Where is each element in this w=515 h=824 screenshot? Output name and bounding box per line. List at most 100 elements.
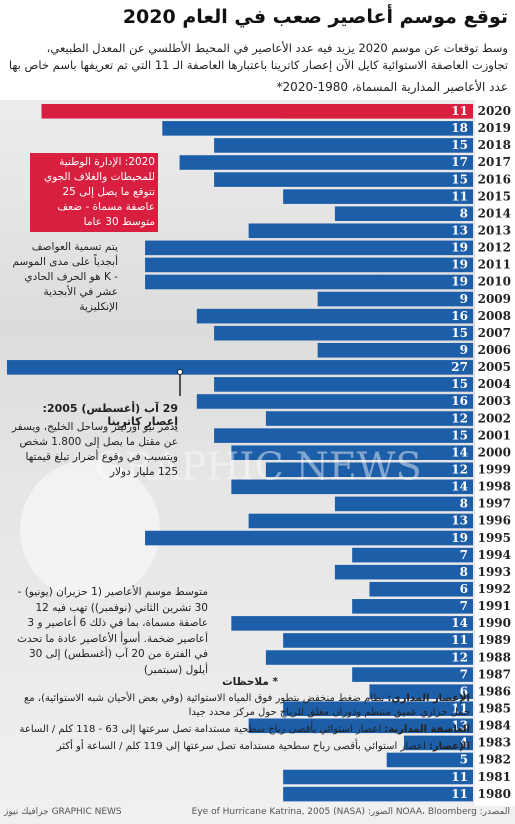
- bar: [196, 308, 473, 324]
- bar: [352, 599, 473, 614]
- bar: [283, 633, 473, 648]
- year-label: 2017: [478, 155, 511, 169]
- bar: [386, 752, 473, 768]
- year-label: 1981: [478, 770, 511, 784]
- value-label: 6: [460, 684, 468, 698]
- title: توقع موسم أعاصير صعب في العام 2020: [122, 6, 508, 28]
- value-label: 9: [460, 292, 468, 306]
- year-label: 1993: [478, 565, 511, 579]
- value-label: 8: [460, 206, 468, 220]
- average-note: متوسط موسم الأعاصير (1 حزيران (يونيو) - …: [17, 586, 208, 676]
- bar: [317, 342, 473, 358]
- bar: [145, 240, 473, 256]
- value-label: 7: [460, 548, 468, 562]
- bar: [334, 496, 473, 512]
- bar: [283, 104, 473, 119]
- bar: [283, 786, 473, 802]
- katrina-text: يدمر نيو أورلينز وساحل الخليج، ويسفر عن …: [11, 421, 178, 478]
- value-label: 27: [451, 360, 468, 374]
- note-text: نظام ضغط منخفض يتطور فوق المياه الاستوائ…: [23, 693, 470, 718]
- value-label: 13: [451, 719, 468, 733]
- bar: [231, 479, 473, 495]
- year-label: 1990: [478, 616, 511, 630]
- value-label: 14: [451, 616, 468, 630]
- bar: [214, 428, 473, 443]
- value-label: 11: [451, 787, 468, 801]
- value-label: 7: [460, 667, 468, 681]
- value-label: 11: [451, 701, 468, 715]
- katrina-title: 29 آب (أغسطس) 2005: إعصار كاترينا: [42, 402, 178, 428]
- bar: [317, 291, 473, 307]
- bar: [283, 189, 473, 204]
- year-label: 1996: [478, 514, 511, 528]
- year-label: 1989: [478, 633, 511, 647]
- note-item: الإعصار المداري: نظام ضغط منخفض يتطور فو…: [8, 692, 470, 720]
- naming-note: يتم تسمية العواصف أبجدياً على مدى الموسم…: [12, 241, 118, 313]
- year-label: 1999: [478, 463, 511, 477]
- year-label: 1987: [478, 667, 511, 681]
- bar: [352, 547, 473, 563]
- bar: [334, 206, 473, 221]
- bar: [179, 155, 473, 170]
- year-label: 2007: [478, 326, 511, 340]
- value-label: 11: [451, 104, 468, 118]
- notes-header: * ملاحظات: [222, 676, 278, 688]
- bar: [162, 121, 473, 136]
- year-label: 2004: [478, 377, 511, 391]
- value-label: 7: [460, 599, 468, 613]
- note-term: الإعصار المداري:: [387, 693, 470, 704]
- bar: [145, 274, 473, 290]
- year-label: 2015: [478, 189, 511, 203]
- katrina-dot: [177, 369, 183, 375]
- year-label: 2013: [478, 224, 511, 238]
- value-label: 19: [451, 531, 468, 545]
- year-label: 2014: [478, 206, 511, 220]
- year-label: 2009: [478, 292, 511, 306]
- year-label: 1994: [478, 548, 511, 562]
- year-label: 2018: [478, 138, 511, 152]
- bar: [196, 394, 473, 409]
- value-label: 19: [451, 258, 468, 272]
- year-label: 2011: [478, 258, 511, 272]
- value-label: 16: [451, 394, 468, 408]
- year-label: 1983: [478, 736, 511, 750]
- note-term: العاصفة المدارية:: [384, 724, 470, 735]
- bar: [214, 172, 473, 187]
- value-label: 15: [451, 172, 468, 186]
- header-bg: [0, 0, 515, 100]
- year-label: 2003: [478, 394, 511, 408]
- credit: GRAPHIC NEWS جرافيك نيوز: [4, 807, 122, 817]
- value-label: 4: [460, 736, 468, 750]
- bar: [214, 138, 473, 153]
- note-item: العاصفة المدارية: اعصار استوائي بأقصى ري…: [8, 723, 470, 737]
- bar: [403, 735, 473, 751]
- year-label: 1997: [478, 497, 511, 511]
- value-label: 11: [451, 770, 468, 784]
- value-label: 11: [451, 633, 468, 647]
- bar: [352, 667, 473, 682]
- value-label: 13: [451, 224, 468, 238]
- value-label: 9: [460, 343, 468, 357]
- bar: [231, 616, 473, 631]
- year-label: 1985: [478, 701, 511, 715]
- value-label: 18: [451, 121, 468, 135]
- bar: [369, 684, 473, 699]
- value-label: 12: [451, 411, 468, 425]
- year-label: 1984: [478, 719, 511, 733]
- bar: [145, 257, 473, 273]
- year-label: 1992: [478, 582, 511, 596]
- value-label: 17: [451, 155, 468, 169]
- value-label: 5: [460, 753, 468, 767]
- year-label: 1980: [478, 787, 511, 801]
- bar: [283, 769, 473, 785]
- bar: [214, 377, 473, 392]
- bar: [6, 360, 473, 375]
- value-label: 15: [451, 428, 468, 442]
- bar: [231, 445, 473, 460]
- year-label: 1988: [478, 650, 511, 664]
- value-label: 6: [460, 582, 468, 596]
- source: المصدر: NOAA، Bloomberg الصور: (Eye of H…: [191, 807, 510, 817]
- bar: [265, 411, 473, 426]
- year-label: 2001: [478, 428, 511, 442]
- year-label: 1982: [478, 753, 511, 767]
